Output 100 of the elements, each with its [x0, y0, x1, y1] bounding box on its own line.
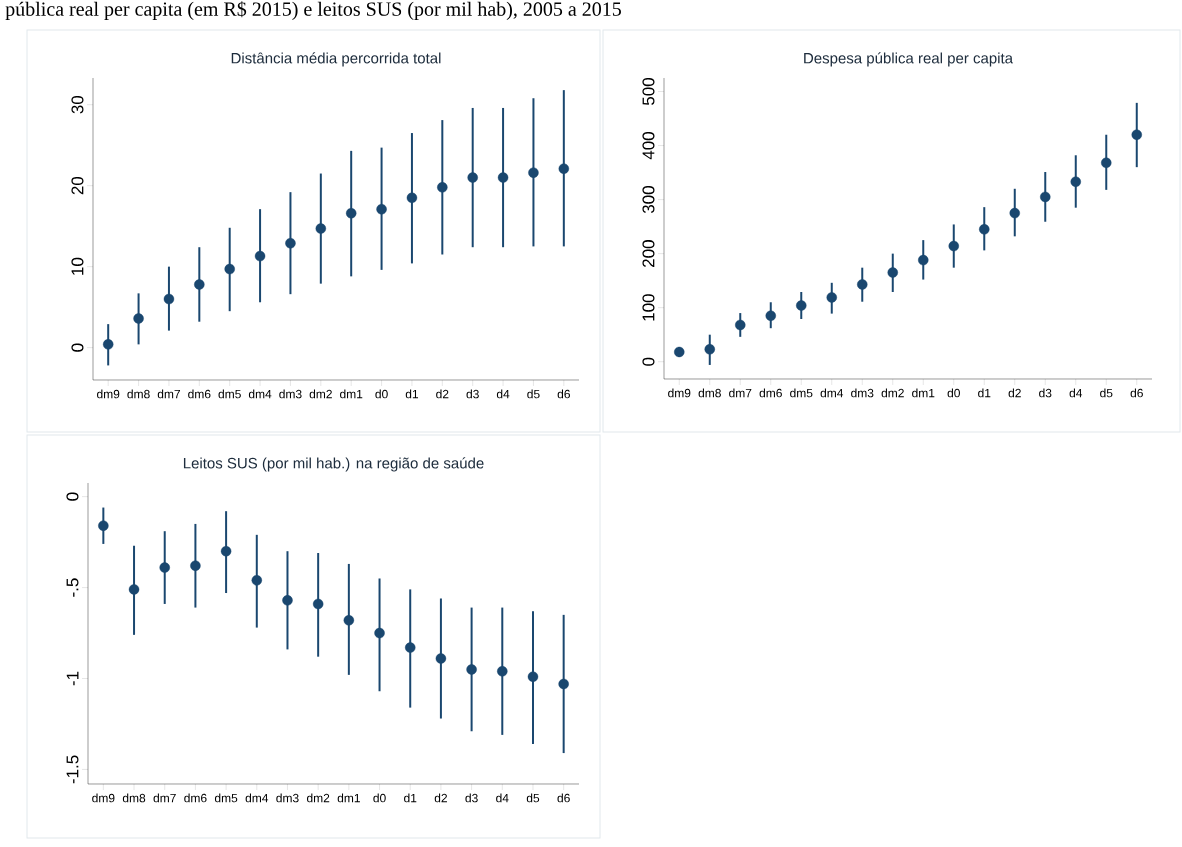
x-tick-label: d1 [978, 388, 991, 398]
point [1040, 191, 1051, 203]
point [735, 319, 746, 331]
point [346, 208, 357, 219]
x-tick-label: d0 [375, 389, 388, 399]
y-tick-label: 400 [642, 132, 655, 160]
y-tick-label: 30 [71, 95, 84, 114]
x-tick-label: dm7 [153, 793, 176, 803]
x-tick-label: dm3 [851, 388, 874, 398]
point [704, 344, 715, 355]
point [98, 520, 109, 531]
point [467, 172, 478, 183]
point [887, 267, 898, 278]
y-tick-label: -1 [66, 671, 79, 686]
x-tick-label: d3 [1039, 388, 1052, 398]
x-tick-label: d4 [496, 389, 510, 399]
x-tick-label: dm9 [92, 793, 115, 803]
x-tick-label: dm6 [188, 389, 211, 399]
point [1009, 207, 1020, 219]
y-tick-label: 200 [642, 240, 655, 267]
chart-title: Distância média percorrida total [231, 52, 441, 67]
x-tick-label: d5 [526, 793, 540, 803]
x-tick-label: d3 [465, 793, 478, 803]
point [826, 292, 837, 303]
y-tick-label: 500 [642, 77, 655, 106]
x-tick-label: d3 [466, 389, 479, 399]
point [1101, 157, 1112, 169]
x-tick-label: dm8 [698, 388, 721, 398]
point [528, 167, 539, 178]
x-tick-label: d0 [947, 388, 960, 398]
x-tick-label: d4 [1069, 388, 1083, 398]
point [133, 313, 144, 324]
point [102, 339, 114, 350]
chart-title: Leitos SUS (por mil hab.) na região de saúde [183, 457, 484, 472]
x-tick-label: dm5 [214, 793, 238, 803]
y-tick-label: 0 [642, 357, 655, 366]
point [285, 237, 296, 249]
point [979, 224, 990, 235]
point [435, 653, 447, 664]
point [194, 279, 205, 290]
x-tick-label: dm1 [912, 388, 935, 398]
x-tick-label: dm1 [340, 389, 363, 399]
point [254, 250, 266, 262]
point [497, 666, 508, 677]
x-tick-label: dm9 [668, 388, 691, 398]
point [918, 254, 929, 266]
point [1070, 176, 1081, 187]
x-tick-label: dm3 [279, 389, 302, 399]
x-tick-label: dm4 [248, 389, 272, 399]
point [405, 642, 416, 653]
point [312, 598, 324, 610]
y-tick-label: -.5 [66, 578, 79, 597]
point [796, 300, 807, 311]
y-tick-label: -1.5 [66, 755, 79, 784]
point [220, 546, 232, 557]
point [251, 575, 262, 586]
point [282, 595, 293, 606]
y-tick-label: 100 [642, 294, 655, 321]
x-tick-label: dm3 [276, 793, 299, 803]
chart-title: Despesa pública real per capita [804, 52, 1014, 67]
point [374, 627, 385, 639]
x-tick-label: dm7 [729, 388, 752, 398]
point [466, 664, 477, 675]
point [497, 172, 509, 183]
x-tick-label: d2 [436, 389, 449, 399]
x-tick-label: dm9 [97, 389, 120, 399]
point [315, 223, 327, 234]
x-tick-label: dm5 [218, 389, 241, 399]
x-tick-label: d6 [1130, 388, 1143, 398]
x-tick-label: d0 [373, 793, 386, 803]
point [948, 240, 959, 252]
point [674, 346, 685, 358]
y-tick-label: 300 [642, 186, 655, 214]
point [765, 310, 776, 321]
x-tick-label: d1 [405, 389, 419, 399]
y-tick-label: 0 [71, 343, 84, 352]
x-tick-label: d6 [557, 793, 570, 803]
y-tick-label: 20 [71, 176, 84, 195]
y-tick-label: 10 [71, 257, 84, 275]
x-tick-label: dm2 [881, 388, 904, 398]
x-tick-label: dm8 [122, 793, 146, 803]
point [190, 560, 201, 571]
point [1131, 129, 1142, 140]
x-tick-label: d2 [434, 793, 447, 803]
point [527, 671, 539, 682]
point [163, 293, 175, 305]
x-tick-label: dm8 [127, 389, 150, 399]
point [376, 203, 387, 215]
point [437, 182, 448, 193]
point [857, 279, 868, 290]
x-tick-label: dm4 [245, 793, 269, 803]
x-tick-label: d5 [1100, 388, 1113, 398]
point [343, 615, 355, 626]
x-tick-label: d4 [496, 793, 509, 803]
x-tick-label: dm4 [820, 388, 844, 398]
x-tick-label: d1 [404, 793, 417, 803]
point [558, 163, 570, 174]
point [128, 584, 140, 595]
x-tick-label: dm2 [306, 793, 330, 803]
x-tick-label: dm2 [309, 389, 332, 399]
